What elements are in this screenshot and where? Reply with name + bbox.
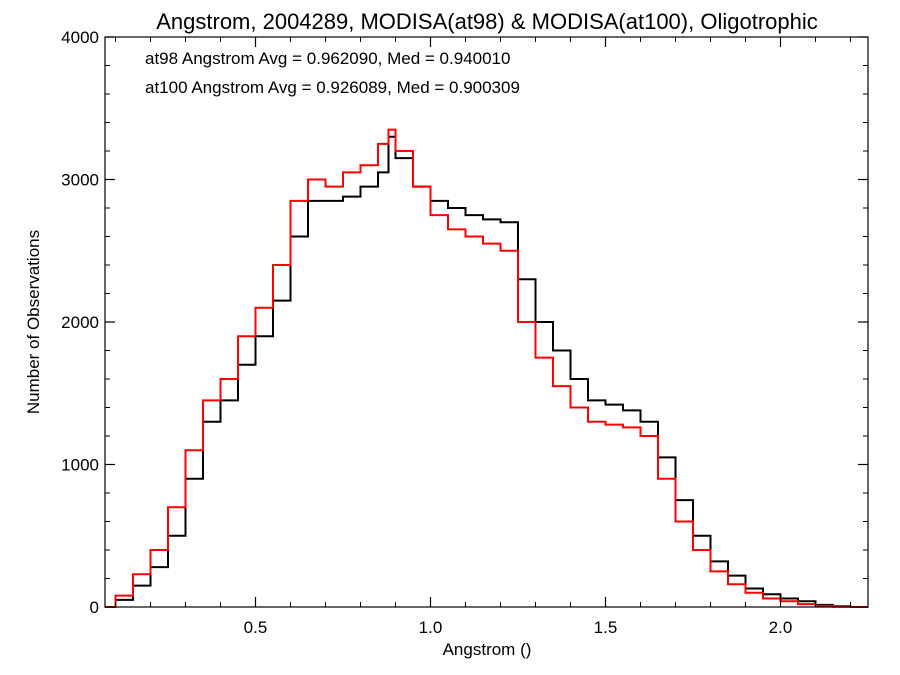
y-tick-label: 4000 xyxy=(61,28,99,47)
plot-frame xyxy=(104,36,869,608)
x-tick-label: 2.0 xyxy=(769,618,793,637)
x-tick-label: 0.5 xyxy=(244,618,268,637)
y-tick-label: 3000 xyxy=(61,171,99,190)
series-layer xyxy=(105,128,868,608)
series-line-0 xyxy=(105,135,868,608)
annotation-at100-stats: at100 Angstrom Avg = 0.926089, Med = 0.9… xyxy=(145,78,520,97)
x-axis-label: Angstrom () xyxy=(443,640,532,659)
annotation-at98-stats: at98 Angstrom Avg = 0.962090, Med = 0.94… xyxy=(145,49,510,68)
y-tick-label: 0 xyxy=(90,598,99,617)
y-axis-label: Number of Observations xyxy=(24,230,43,414)
y-tick-label: 1000 xyxy=(61,456,99,475)
tick-layer: 0.5 1.0 1.5 2.0 0 1000 2000 3000 4000 xyxy=(61,28,868,637)
x-tick-label: 1.5 xyxy=(594,618,618,637)
chart-title: Angstrom, 2004289, MODISA(at98) & MODISA… xyxy=(156,9,818,34)
x-tick-label: 1.0 xyxy=(419,618,443,637)
y-tick-label: 2000 xyxy=(61,313,99,332)
series-line-1 xyxy=(105,128,868,608)
